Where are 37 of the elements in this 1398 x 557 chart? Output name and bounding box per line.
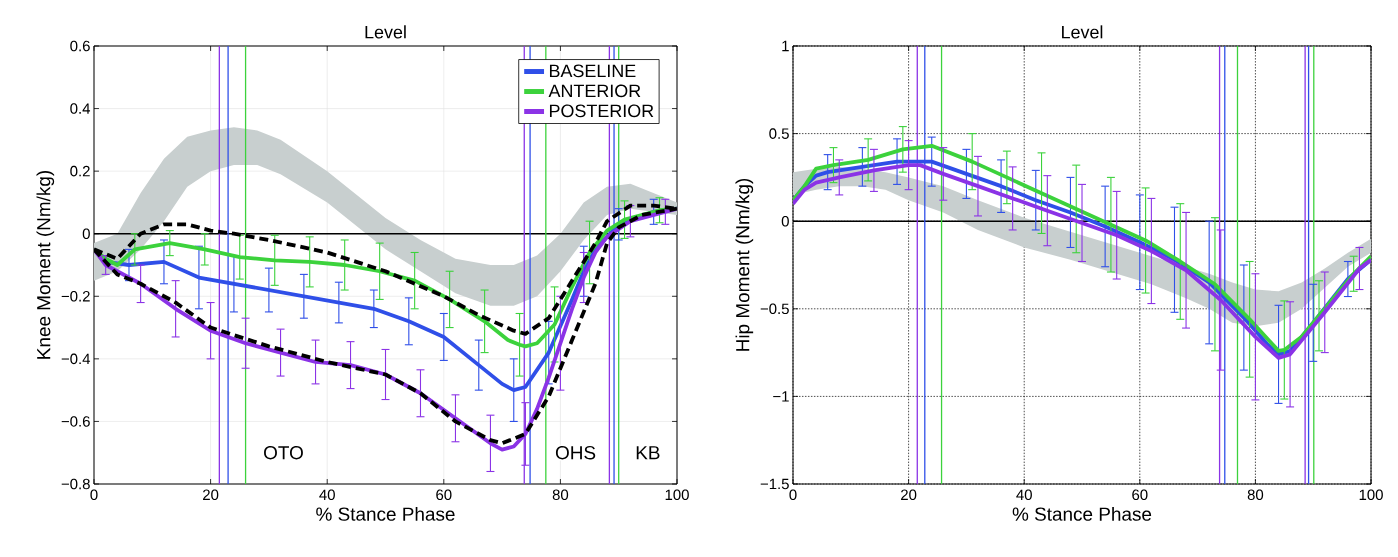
x-tick-label: 60 [1132, 489, 1148, 501]
x-tick-label: 20 [901, 489, 917, 501]
y-tick-label: 0.6 [70, 40, 90, 52]
y-tick-label: 0.5 [769, 128, 789, 139]
x-tick-label: 80 [552, 489, 569, 501]
annotation: OTO [264, 446, 303, 460]
y-tick-label: 1 [782, 40, 789, 52]
annotation: OHS [555, 446, 596, 460]
legend-label: ANTERIOR [548, 84, 641, 98]
x-tick-label: 100 [665, 489, 689, 501]
x-tick-label: 60 [436, 489, 452, 501]
y-tick-label: 0 [781, 215, 789, 227]
y-tick-label: −0.4 [61, 353, 91, 365]
annotation: KB [636, 446, 660, 460]
x-tick-label: 40 [319, 489, 335, 501]
y-tick-label: −1.5 [760, 478, 789, 490]
chart-title: Level [365, 25, 406, 39]
y-tick-label: −1 [773, 391, 789, 402]
y-tick-label: −0.5 [760, 303, 789, 315]
y-tick-label: 0.2 [70, 165, 90, 177]
chart-title: Level [1062, 25, 1103, 39]
x-tick-label: 100 [1359, 489, 1383, 501]
y-tick-label: −0.8 [61, 478, 90, 490]
y-tick-label: 0.4 [70, 103, 91, 114]
legend-label: POSTERIOR [549, 104, 654, 118]
x-tick-label: 80 [1247, 489, 1264, 501]
x-tick-label: 0 [789, 489, 797, 501]
x-tick-label: 20 [203, 489, 219, 501]
y-tick-label: −0.2 [61, 290, 90, 302]
y-axis-title: Hip Moment (Nm/kg) [735, 178, 754, 351]
x-axis-title: % Stance Phase [316, 506, 455, 521]
y-tick-label: 0 [82, 228, 90, 239]
x-axis-title: % Stance Phase [1012, 506, 1152, 521]
x-tick-label: 40 [1016, 489, 1032, 501]
y-axis-title: Knee Moment (Nm/kg) [36, 171, 55, 359]
legend-label: BASELINE [549, 64, 636, 78]
y-tick-label: −0.6 [61, 416, 90, 427]
